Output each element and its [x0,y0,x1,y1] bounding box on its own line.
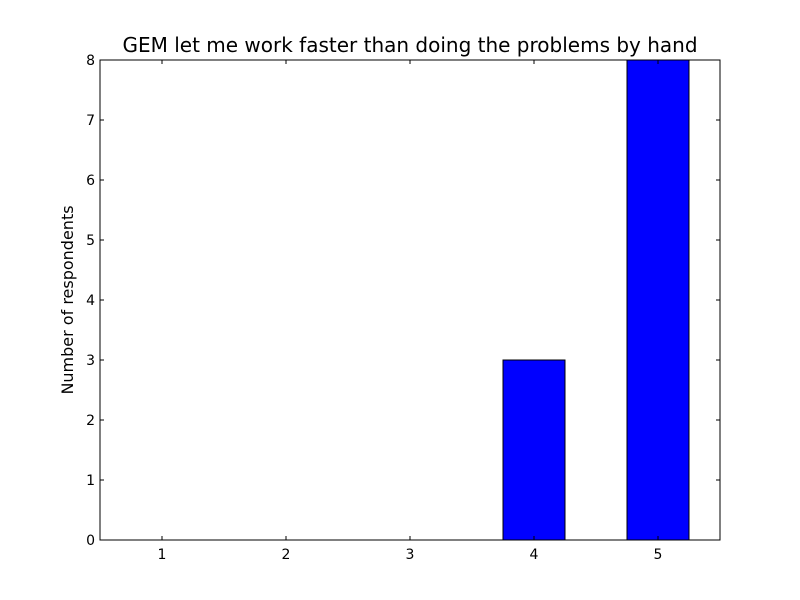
x-tick-label: 5 [654,547,663,563]
y-tick-label: 6 [86,173,95,189]
bar-4 [502,359,566,541]
y-tick-label: 8 [86,53,95,69]
y-tick-label: 1 [86,473,95,489]
bars-layer [502,59,690,541]
y-tick-label: 3 [86,353,95,369]
bar-5 [626,59,690,541]
y-tick-label: 7 [86,113,95,129]
y-tick-label: 0 [86,533,95,549]
plot-frame [99,59,721,541]
x-tick-label: 3 [406,547,415,563]
y-tick-label: 2 [86,413,95,429]
x-tick-label: 4 [530,547,539,563]
ticks-layer: 1 2 3 4 5 0 1 2 3 4 5 6 7 8 [86,53,720,563]
y-tick-label: 4 [86,293,95,309]
y-tick-label: 5 [86,233,95,249]
chart-title: GEM let me work faster than doing the pr… [122,33,697,57]
y-axis-label: Number of respondents [58,205,77,394]
x-tick-label: 2 [282,547,291,563]
x-tick-label: 1 [158,547,167,563]
